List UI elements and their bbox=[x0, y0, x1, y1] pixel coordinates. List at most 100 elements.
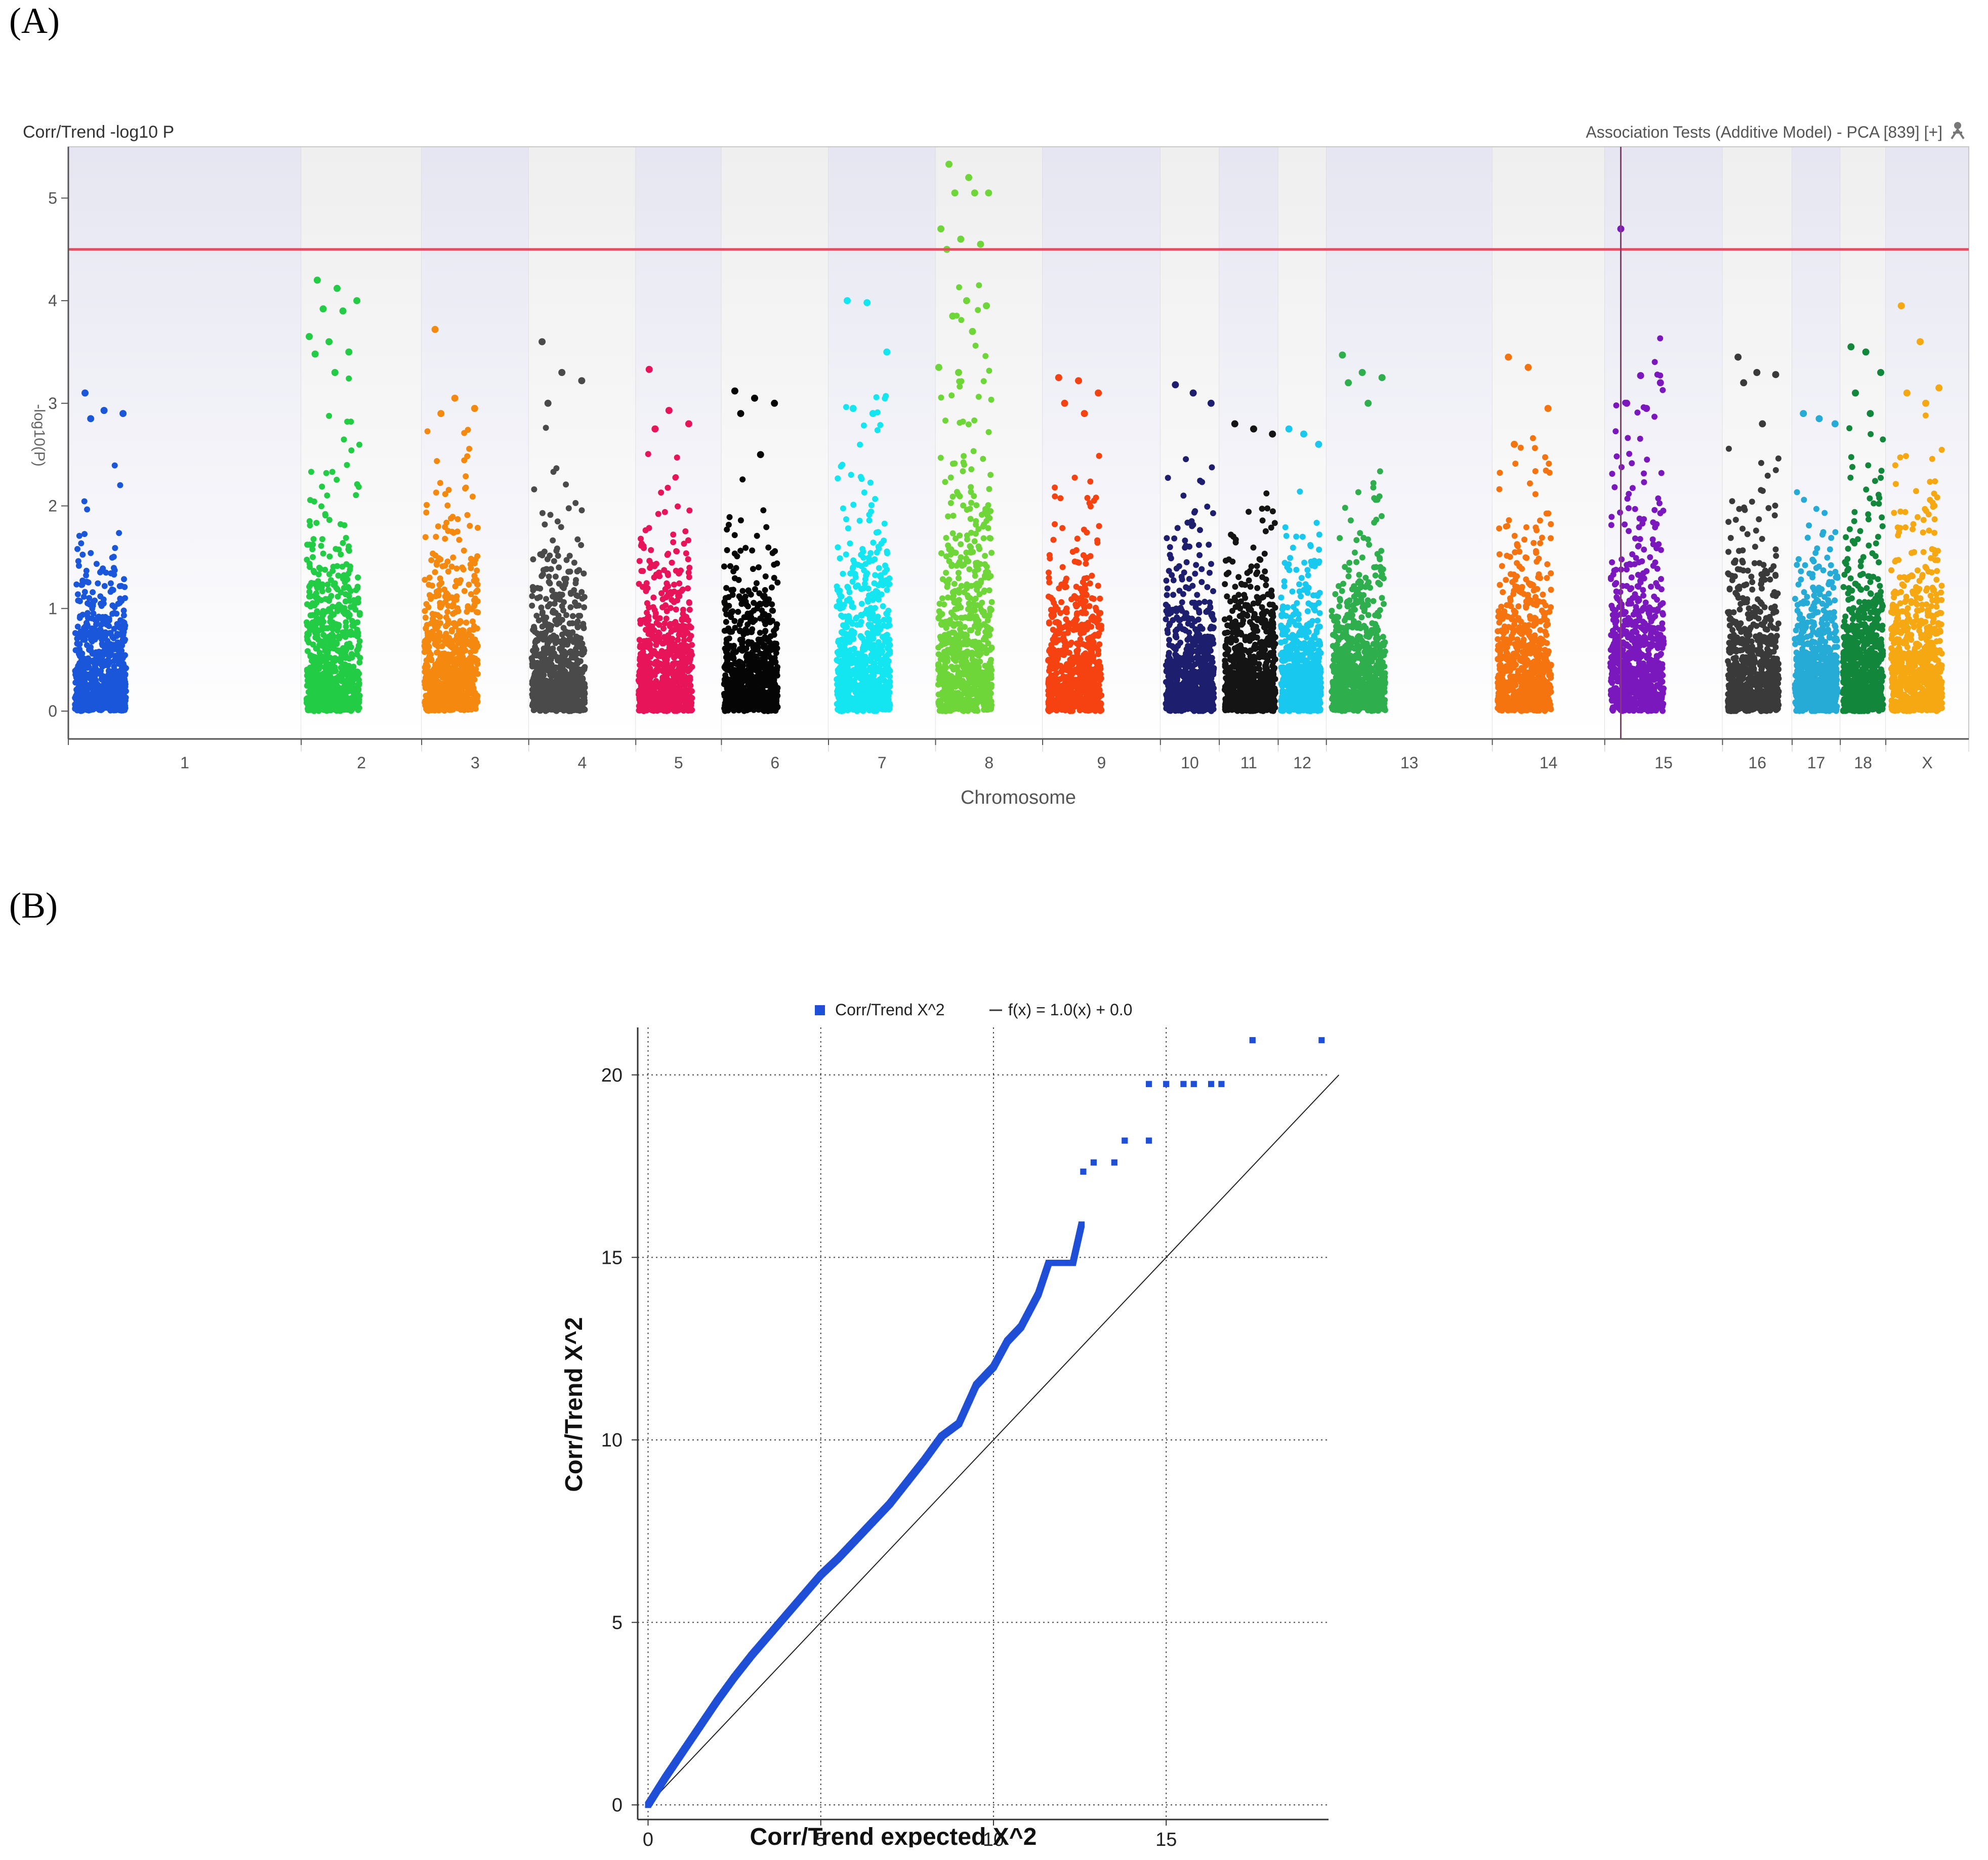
snp-point bbox=[115, 644, 121, 650]
snp-point bbox=[662, 689, 669, 696]
top-snp-point[interactable] bbox=[81, 389, 89, 397]
top-snp-point[interactable] bbox=[345, 348, 353, 356]
snp-point bbox=[572, 647, 578, 654]
top-snp-point[interactable] bbox=[437, 410, 445, 418]
snp-point bbox=[635, 677, 642, 684]
snp-point bbox=[90, 697, 96, 704]
snp-point bbox=[354, 629, 360, 636]
snp-point bbox=[559, 583, 565, 590]
snp-point bbox=[73, 693, 80, 700]
snp-point bbox=[531, 680, 538, 687]
top-snp-point[interactable] bbox=[665, 407, 673, 414]
snp-point bbox=[81, 658, 88, 665]
snp-point bbox=[324, 492, 330, 499]
top-snp-point[interactable] bbox=[311, 350, 319, 358]
snp-point bbox=[725, 521, 732, 528]
top-snp-point[interactable] bbox=[319, 305, 327, 313]
snp-point bbox=[756, 690, 763, 696]
top-snp-point[interactable] bbox=[451, 394, 459, 402]
top-snp-point[interactable] bbox=[471, 405, 478, 412]
snp-point bbox=[79, 551, 86, 558]
top-snp-point[interactable] bbox=[539, 338, 546, 346]
snp-point bbox=[310, 568, 317, 574]
snp-point bbox=[424, 502, 430, 508]
top-snp-point[interactable] bbox=[100, 407, 108, 414]
top-snp-point[interactable] bbox=[578, 377, 586, 385]
snp-point bbox=[581, 625, 587, 632]
snp-point bbox=[665, 632, 672, 639]
snp-point bbox=[571, 587, 577, 593]
snp-point bbox=[114, 631, 120, 637]
top-snp-point[interactable] bbox=[751, 394, 758, 402]
snp-point bbox=[530, 556, 536, 563]
snp-point bbox=[639, 701, 646, 708]
top-snp-point[interactable] bbox=[544, 399, 552, 407]
top-snp-point[interactable] bbox=[313, 276, 321, 284]
snp-point bbox=[435, 643, 441, 650]
top-snp-point[interactable] bbox=[119, 410, 127, 418]
snp-point bbox=[100, 596, 107, 603]
top-snp-point[interactable] bbox=[645, 365, 653, 373]
snp-point bbox=[843, 404, 849, 410]
top-snp-point[interactable] bbox=[325, 338, 333, 346]
top-snp-point[interactable] bbox=[651, 425, 659, 433]
snp-point bbox=[531, 674, 538, 680]
snp-point bbox=[95, 580, 101, 587]
snp-point bbox=[571, 559, 577, 566]
snp-point bbox=[428, 557, 435, 563]
snp-point bbox=[749, 547, 756, 554]
snp-point bbox=[875, 529, 882, 535]
top-snp-point[interactable] bbox=[334, 284, 341, 292]
snp-point bbox=[872, 495, 879, 502]
snp-point bbox=[99, 690, 106, 697]
snp-point bbox=[466, 445, 473, 452]
snp-point bbox=[356, 680, 362, 687]
snp-point bbox=[422, 664, 428, 671]
top-snp-point[interactable] bbox=[685, 420, 692, 428]
snp-point bbox=[454, 528, 461, 535]
top-snp-point[interactable] bbox=[771, 399, 778, 407]
snp-point bbox=[355, 595, 361, 602]
snp-point bbox=[682, 528, 689, 534]
snp-point bbox=[474, 697, 480, 704]
top-snp-point[interactable] bbox=[431, 325, 439, 333]
snp-point bbox=[731, 532, 738, 539]
snp-point bbox=[443, 614, 449, 621]
snp-point bbox=[579, 679, 586, 685]
top-snp-point[interactable] bbox=[731, 387, 738, 395]
snp-point bbox=[746, 659, 752, 666]
snp-point bbox=[875, 613, 881, 620]
snp-point bbox=[450, 620, 457, 627]
chromosome-2-points bbox=[303, 276, 363, 714]
snp-point bbox=[327, 674, 334, 680]
snp-point bbox=[348, 447, 355, 453]
snp-point bbox=[763, 524, 770, 530]
snp-point bbox=[669, 559, 675, 566]
snp-point bbox=[352, 606, 359, 613]
top-snp-point[interactable] bbox=[339, 307, 347, 315]
snp-point bbox=[667, 605, 674, 611]
top-snp-point[interactable] bbox=[558, 369, 566, 376]
top-snp-point[interactable] bbox=[757, 451, 764, 459]
top-snp-point[interactable] bbox=[87, 415, 95, 423]
snp-point bbox=[578, 507, 585, 514]
snp-point bbox=[669, 597, 675, 603]
top-snp-point[interactable] bbox=[306, 333, 313, 340]
snp-point bbox=[558, 670, 565, 677]
snp-point bbox=[322, 608, 329, 615]
top-snp-point[interactable] bbox=[353, 297, 361, 305]
top-snp-point[interactable] bbox=[331, 369, 339, 376]
snp-point bbox=[121, 695, 128, 701]
snp-point bbox=[644, 609, 650, 616]
snp-point bbox=[453, 597, 460, 603]
snp-point bbox=[771, 681, 777, 688]
snp-point bbox=[117, 652, 123, 659]
snp-point bbox=[317, 566, 324, 572]
snp-point bbox=[463, 484, 469, 491]
snp-point bbox=[536, 632, 542, 639]
snp-point bbox=[73, 686, 80, 693]
top-snp-point[interactable] bbox=[737, 410, 744, 418]
snp-point bbox=[444, 621, 451, 628]
snp-point bbox=[446, 689, 453, 696]
snp-point bbox=[837, 555, 843, 562]
